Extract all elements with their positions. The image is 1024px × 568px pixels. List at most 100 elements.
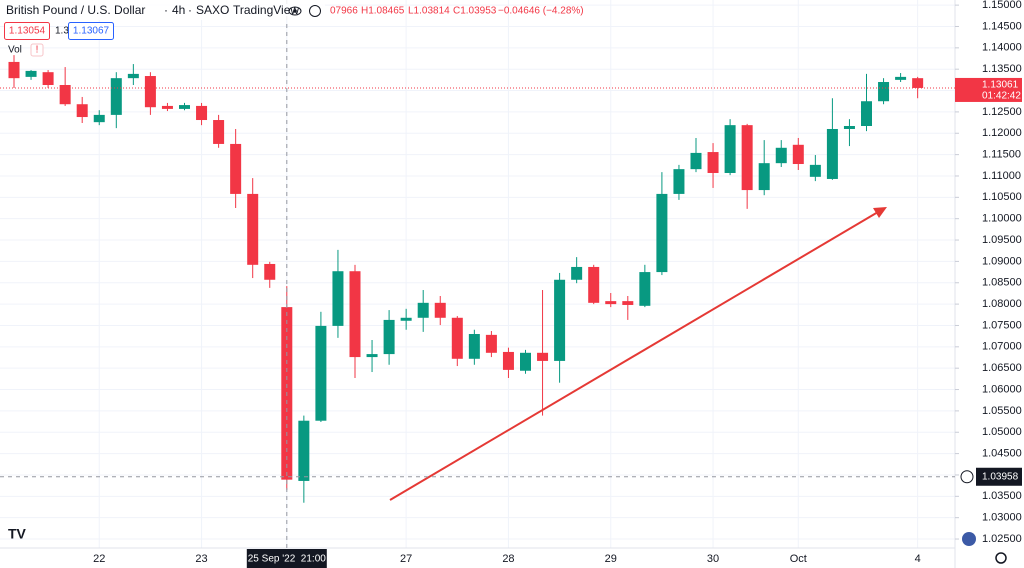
y-tick-label: 1.09000 — [982, 255, 1022, 267]
add-alert-icon[interactable] — [960, 470, 974, 484]
candle-body — [179, 105, 190, 109]
candle-body — [622, 301, 634, 305]
y-tick-label: 1.12000 — [982, 127, 1022, 139]
y-tick-label: 1.03000 — [982, 512, 1022, 524]
candle-body — [724, 125, 736, 173]
y-tick-label: 1.14500 — [982, 20, 1022, 32]
y-tick-label: 1.08500 — [982, 277, 1022, 289]
candle-body — [315, 325, 327, 421]
volume-label: Vol — [8, 45, 22, 56]
ask[interactable]: 1.13067 — [73, 26, 110, 37]
candle-body — [264, 263, 276, 280]
source: TradingView — [233, 3, 299, 17]
y-tick-label: 1.04500 — [982, 448, 1022, 460]
y-tick-label: 1.03500 — [982, 490, 1022, 502]
y-tick-label: 1.10000 — [982, 213, 1022, 225]
candle-body — [588, 266, 600, 303]
candle-body — [25, 70, 37, 77]
dot: · — [188, 3, 192, 17]
candle-body — [400, 317, 412, 321]
y-tick-label: 1.07000 — [982, 341, 1022, 353]
y-tick-label: 1.05500 — [982, 405, 1022, 417]
candle-body — [707, 152, 719, 173]
warning-icon[interactable] — [30, 43, 44, 57]
y-tick-label: 1.07500 — [982, 319, 1022, 331]
y-tick-label: 1.09500 — [982, 234, 1022, 246]
y-tick-label: 1.13500 — [982, 63, 1022, 75]
interval: 4h — [172, 3, 185, 17]
candle-body — [349, 271, 361, 358]
header-bg — [0, 0, 325, 20]
candle-body — [144, 76, 156, 108]
ohlc-close: C1.03953 — [453, 6, 497, 17]
x-tick-label: 28 — [502, 553, 514, 565]
candle-body — [247, 193, 259, 265]
candle-body — [656, 193, 668, 273]
candle-body — [809, 164, 821, 177]
exchange: SAXO — [196, 3, 229, 17]
candle-body — [485, 334, 497, 353]
y-tick-label: 1.11000 — [982, 170, 1021, 182]
candle-body — [59, 84, 71, 105]
candle-body — [502, 351, 514, 370]
x-tick-label: 27 — [400, 553, 412, 565]
candle-body — [8, 61, 20, 79]
last-price-box — [955, 77, 1022, 102]
candle-body — [639, 272, 651, 306]
bid[interactable]: 1.13054 — [9, 26, 46, 37]
candle-body — [775, 147, 787, 164]
candle-body — [42, 72, 54, 85]
candle-body — [110, 78, 122, 115]
dot: · — [164, 3, 168, 17]
x-tick-label: 23 — [195, 553, 207, 565]
candle-body — [93, 114, 105, 123]
candle-body — [451, 317, 463, 359]
spread: 1.3 — [55, 26, 69, 37]
crosshair-price-label: 1.03958 — [982, 471, 1019, 482]
y-tick-label: 1.11500 — [982, 149, 1021, 161]
eye-icon[interactable] — [288, 5, 321, 17]
y-tick-label: 1.15000 — [982, 0, 1022, 11]
y-tick-label: 1.14000 — [982, 42, 1022, 54]
dot: · — [226, 3, 230, 17]
logo[interactable]: TV — [8, 526, 27, 542]
crosshair-time-box — [246, 549, 327, 568]
candle-body — [895, 76, 907, 80]
axes: 1.025001.030001.035001.040001.045001.050… — [93, 0, 1022, 568]
warning-mark[interactable]: ! — [36, 45, 39, 56]
candle-body — [878, 82, 890, 102]
candle-body — [332, 271, 344, 326]
candle-body — [161, 105, 173, 109]
candle-body — [826, 128, 838, 179]
ohlc-open: 07966 — [330, 6, 358, 17]
candle-body — [843, 126, 855, 129]
arrow-head — [873, 207, 887, 218]
candle-body — [196, 105, 208, 121]
x-tick-label: 29 — [605, 553, 617, 565]
sell-box[interactable] — [4, 22, 50, 40]
x-tick-label: Oct — [790, 553, 807, 565]
candle-body — [537, 352, 549, 361]
settings-icon[interactable] — [995, 552, 1007, 564]
y-tick-label: 1.06000 — [982, 383, 1022, 395]
candle-body — [417, 302, 429, 318]
candle-body — [554, 279, 566, 361]
y-tick-label: 1.08000 — [982, 298, 1022, 310]
candle-body — [861, 101, 872, 127]
candle-body — [434, 302, 446, 318]
candle-body — [520, 352, 531, 371]
y-tick-label: 1.12500 — [982, 106, 1022, 118]
buy-box[interactable] — [68, 22, 114, 40]
candle-body — [76, 104, 88, 118]
candle-body — [213, 120, 225, 144]
candles — [8, 55, 924, 503]
y-tick-label: 1.06500 — [982, 362, 1022, 374]
crosshair-time-label: 25 Sep '22 21:00 — [248, 554, 327, 565]
candle-body — [912, 78, 924, 88]
x-tick-label: 22 — [93, 553, 105, 565]
flag-icon[interactable] — [962, 532, 976, 546]
x-tick-label: 30 — [707, 553, 719, 565]
candle-body — [571, 266, 583, 280]
